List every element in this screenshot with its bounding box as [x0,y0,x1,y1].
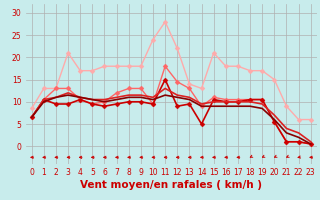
X-axis label: Vent moyen/en rafales ( km/h ): Vent moyen/en rafales ( km/h ) [80,180,262,190]
